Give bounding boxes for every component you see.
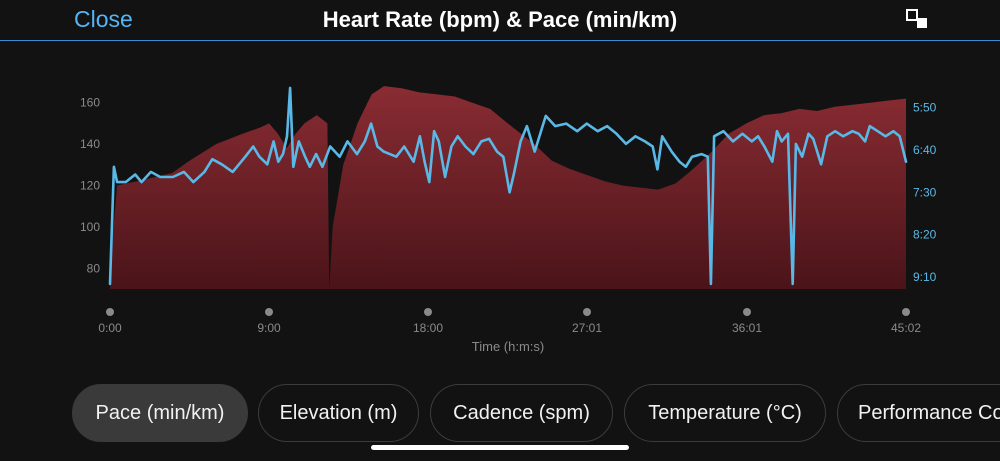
home-indicator [371, 445, 629, 450]
x-axis-tick-dot [265, 308, 273, 316]
left-axis-tick: 80 [87, 261, 101, 275]
x-axis-tick-dot [902, 308, 910, 316]
x-axis-tick-label: 9:00 [257, 321, 281, 335]
page-title: Heart Rate (bpm) & Pace (min/km) [322, 7, 678, 32]
metric-tab[interactable]: Temperature (°C) [624, 384, 826, 442]
x-axis-tick-label: 27:01 [572, 321, 602, 335]
right-axis-tick: 9:10 [913, 270, 937, 284]
x-axis-tick-dot [106, 308, 114, 316]
x-axis-tick-dot [583, 308, 591, 316]
close-button[interactable]: Close [74, 6, 133, 32]
pace-line-series [108, 86, 908, 286]
x-axis-tick-label: 36:01 [732, 321, 762, 335]
x-axis-tick-dot [424, 308, 432, 316]
metric-tab[interactable]: Pace (min/km) [72, 384, 248, 442]
left-axis-tick: 120 [80, 179, 100, 193]
metric-tab[interactable]: Cadence (spm) [430, 384, 613, 442]
right-axis-tick: 5:50 [913, 100, 937, 114]
left-axis-tick: 160 [80, 96, 100, 110]
x-axis-tick-label: 18:00 [413, 321, 443, 335]
x-axis-tick-label: 0:00 [98, 321, 122, 335]
x-axis-tick-label: 45:02 [891, 321, 921, 335]
x-axis-label: Time (h:m:s) [472, 339, 544, 354]
left-axis-tick: 140 [80, 137, 100, 151]
expand-icon[interactable] [906, 9, 928, 29]
header-bar: Close Heart Rate (bpm) & Pace (min/km) [0, 0, 1000, 41]
metric-tabs: Pace (min/km) Elevation (m) Cadence (spm) T… [0, 384, 1000, 446]
right-axis-tick: 7:30 [913, 185, 937, 199]
x-axis-tick-dot [743, 308, 751, 316]
heart-rate-pace-chart: 160 140 120 100 80 5:50 6:40 7:30 8:20 9:10 0:00… [80, 86, 937, 354]
right-axis-tick: 6:40 [913, 143, 937, 157]
right-axis-tick: 8:20 [913, 228, 937, 242]
metric-tab[interactable]: Performance Co [837, 384, 1000, 442]
left-axis-tick: 100 [80, 220, 100, 234]
metric-tab[interactable]: Elevation (m) [258, 384, 419, 442]
